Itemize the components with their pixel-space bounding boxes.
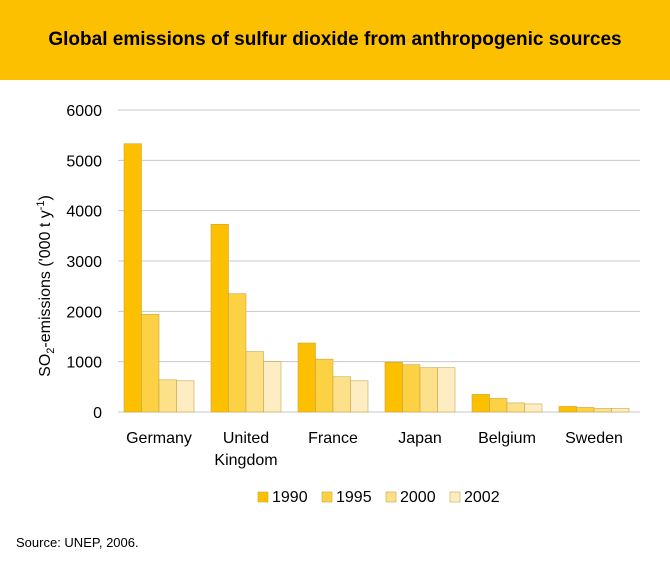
y-tick-label: 1000 [66, 355, 102, 372]
bar-1995 [315, 358, 334, 413]
legend: 1990 1995 2000 2002 [257, 489, 500, 506]
x-tick-label: Germany [126, 430, 192, 447]
bar-1990 [210, 223, 229, 413]
bar-2000 [332, 376, 351, 413]
bar-2000 [419, 367, 438, 413]
bar-1995 [576, 407, 595, 413]
x-tick-label: Sweden [565, 430, 623, 447]
bar-2000 [158, 379, 177, 413]
gridlines [118, 109, 640, 413]
y-tick-label: 4000 [66, 204, 102, 221]
bar-2002 [350, 380, 369, 413]
x-tick-label: Belgium [478, 430, 536, 447]
bar-1995 [228, 293, 247, 413]
chart-title: Global emissions of sulfur dioxide from … [48, 29, 622, 50]
bar-2002 [437, 367, 456, 413]
legend-swatch [321, 491, 333, 503]
y-tick-label: 0 [93, 405, 102, 422]
bar-1995 [402, 364, 421, 413]
bar-chart: 0 1000 2000 3000 4000 5000 6000 Germany United K… [35, 103, 640, 506]
bar-1990 [384, 361, 403, 413]
legend-swatch [257, 491, 269, 503]
bar-1995 [141, 314, 160, 413]
bar-1990 [297, 342, 316, 413]
bar-2002 [263, 361, 282, 413]
legend-label: 2002 [464, 489, 500, 506]
bar-1990 [471, 394, 490, 413]
bar-2000 [245, 351, 264, 413]
legend-label: 2000 [400, 489, 436, 506]
x-tick-label: Japan [398, 430, 442, 447]
legend-label: 1995 [336, 489, 372, 506]
y-axis-ticks: 0 1000 2000 3000 4000 5000 6000 [66, 103, 102, 422]
bar-2000 [506, 402, 525, 413]
source-note: Source: UNEP, 2006. [16, 535, 139, 550]
legend-swatch [449, 491, 461, 503]
y-axis-label: SO2-emissions ('000 t y-1) [35, 195, 57, 377]
x-axis-labels: Germany United Kingdom France Japan Belgium Sw… [126, 430, 623, 469]
y-tick-label: 6000 [66, 103, 102, 120]
bar-1990 [558, 406, 577, 413]
bar-2002 [176, 380, 195, 413]
y-tick-label: 2000 [66, 304, 102, 321]
legend-swatch [385, 491, 397, 503]
bar-2000 [593, 408, 612, 413]
bar-1990 [123, 143, 142, 413]
legend-label: 1990 [272, 489, 308, 506]
x-tick-label: United [223, 430, 269, 447]
x-tick-label: Kingdom [214, 452, 277, 469]
x-tick-label: France [308, 430, 358, 447]
bars [123, 143, 630, 413]
bar-2002 [524, 403, 543, 413]
bar-2002 [611, 408, 630, 413]
y-tick-label: 5000 [66, 153, 102, 170]
bar-1995 [489, 398, 508, 413]
y-tick-label: 3000 [66, 254, 102, 271]
chart-header: Global emissions of sulfur dioxide from … [0, 0, 670, 80]
